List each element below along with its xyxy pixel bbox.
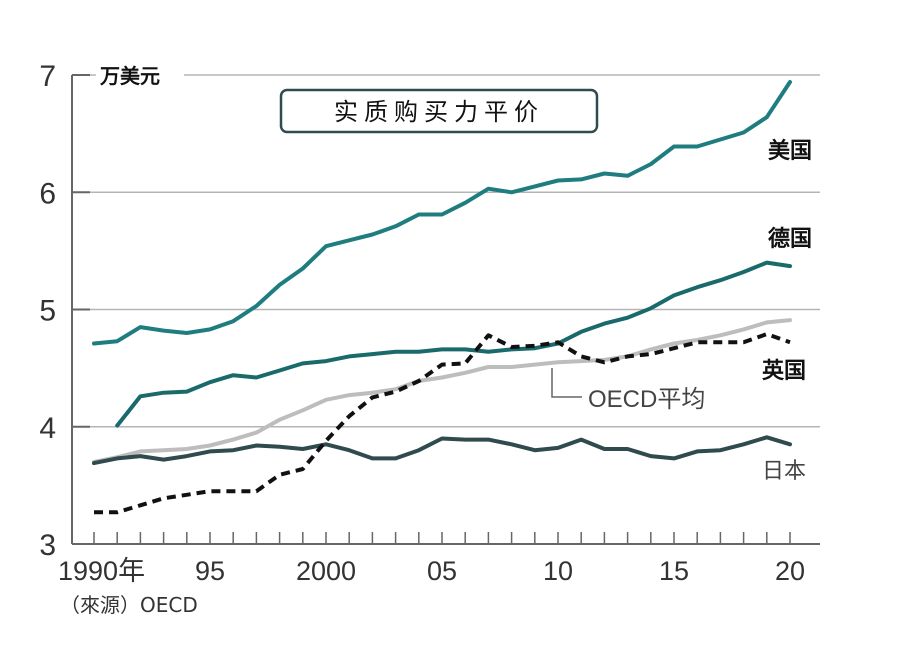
- y-tick-label: 6: [39, 177, 56, 210]
- series-label-germany: 德国: [768, 226, 812, 252]
- series-line-us: [92, 80, 792, 346]
- series-lines: [92, 80, 792, 515]
- x-tick-label: 2000: [296, 556, 356, 586]
- series-label-uk: 英国: [762, 359, 806, 384]
- series-line-germany: [115, 260, 792, 428]
- x-tick-label: 20: [775, 556, 805, 586]
- x-tick-label: 05: [427, 556, 457, 586]
- title-frame: [279, 88, 599, 134]
- gridlines: [72, 74, 820, 428]
- series-line-oecd: [92, 318, 792, 464]
- series-line-uk: [94, 332, 791, 515]
- series-line-japan: [92, 435, 792, 466]
- x-tick-label: 10: [543, 556, 573, 586]
- source-note: （來源）OECD: [60, 593, 198, 617]
- chart-title-box: 实质购买力平价: [279, 88, 599, 134]
- series-label-japan: 日本: [762, 459, 806, 484]
- series-label-us: 美国: [768, 138, 812, 164]
- x-axis-ticks: [93, 532, 791, 544]
- oecd-leader-line: [551, 368, 582, 398]
- x-axis-labels: 1990年 95 2000 05 10 15 20: [58, 556, 805, 586]
- x-tick-label: 95: [195, 556, 225, 586]
- series-label-oecd: OECD平均: [588, 386, 705, 413]
- y-axis-ticks: [72, 74, 90, 545]
- x-tick-label: 15: [659, 556, 689, 586]
- unit-label-bg: [96, 62, 184, 88]
- y-unit-label: 万美元: [99, 64, 160, 88]
- y-tick-label: 3: [39, 529, 56, 562]
- x-tick-label: 1990年: [58, 556, 145, 586]
- y-tick-label: 4: [39, 412, 56, 445]
- y-tick-label: 5: [39, 295, 56, 328]
- y-axis-labels: 3 4 5 6 7: [39, 60, 56, 562]
- chart-title: 实质购买力平价: [334, 98, 544, 126]
- y-tick-label: 7: [39, 60, 56, 93]
